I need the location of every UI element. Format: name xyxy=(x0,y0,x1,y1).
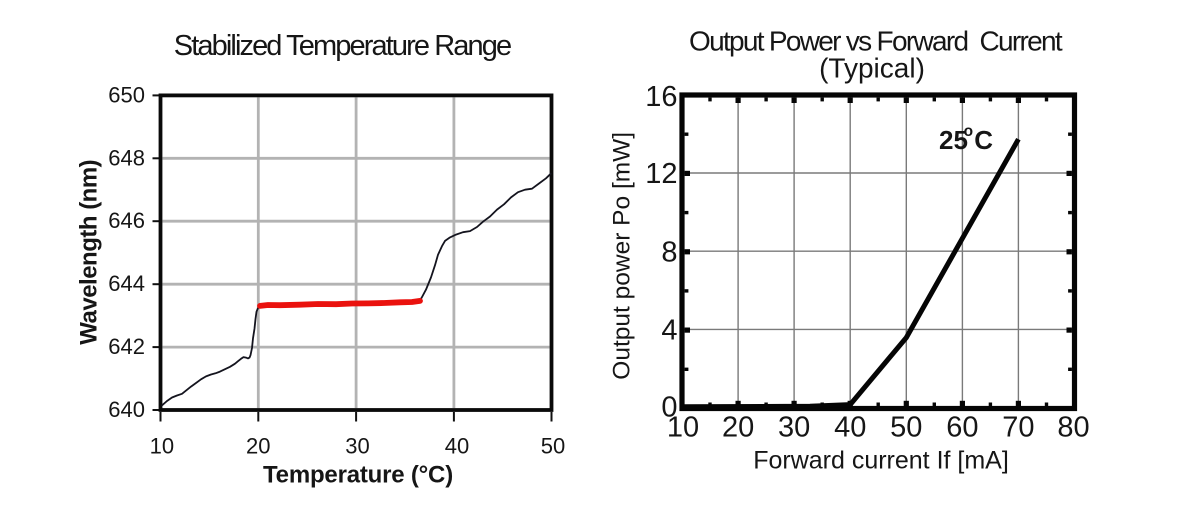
svg-text:20: 20 xyxy=(246,434,270,459)
svg-text:70: 70 xyxy=(1002,412,1034,444)
svg-text:Output Power vs Forward Curre: Output Power vs Forward Current xyxy=(689,26,1063,57)
svg-text:25: 25 xyxy=(939,125,968,155)
svg-text:16: 16 xyxy=(645,81,677,113)
svg-text:50: 50 xyxy=(541,434,565,459)
svg-text:30: 30 xyxy=(345,434,369,459)
svg-text:648: 648 xyxy=(108,145,145,170)
svg-text:Stabilized Temperature Range: Stabilized Temperature Range xyxy=(174,30,511,62)
svg-text:8: 8 xyxy=(661,236,677,268)
svg-text:642: 642 xyxy=(108,334,145,359)
svg-text:20: 20 xyxy=(722,412,754,444)
svg-text:30: 30 xyxy=(778,412,810,444)
svg-text:40: 40 xyxy=(445,434,469,459)
svg-text:(Typical): (Typical) xyxy=(819,53,925,84)
svg-text:80: 80 xyxy=(1057,412,1089,444)
svg-text:12: 12 xyxy=(645,158,677,190)
svg-text:Forward current If [mA]: Forward current If [mA] xyxy=(753,447,1009,475)
svg-text:640: 640 xyxy=(108,397,145,422)
svg-text:644: 644 xyxy=(108,271,145,296)
svg-text:o: o xyxy=(964,123,973,140)
svg-text:Temperature (°C): Temperature (°C) xyxy=(263,462,453,489)
svg-text:10: 10 xyxy=(150,434,174,459)
svg-text:Output power Po [mW]: Output power Po [mW] xyxy=(609,132,636,380)
svg-text:10: 10 xyxy=(667,412,699,444)
svg-text:40: 40 xyxy=(834,412,866,444)
svg-text:C: C xyxy=(974,125,993,155)
svg-text:650: 650 xyxy=(108,82,145,107)
svg-text:0: 0 xyxy=(661,392,677,424)
svg-text:Wavelength (nm): Wavelength (nm) xyxy=(75,160,102,345)
svg-text:60: 60 xyxy=(946,412,978,444)
svg-text:646: 646 xyxy=(108,208,145,233)
svg-text:4: 4 xyxy=(661,315,677,347)
svg-text:50: 50 xyxy=(890,412,922,444)
